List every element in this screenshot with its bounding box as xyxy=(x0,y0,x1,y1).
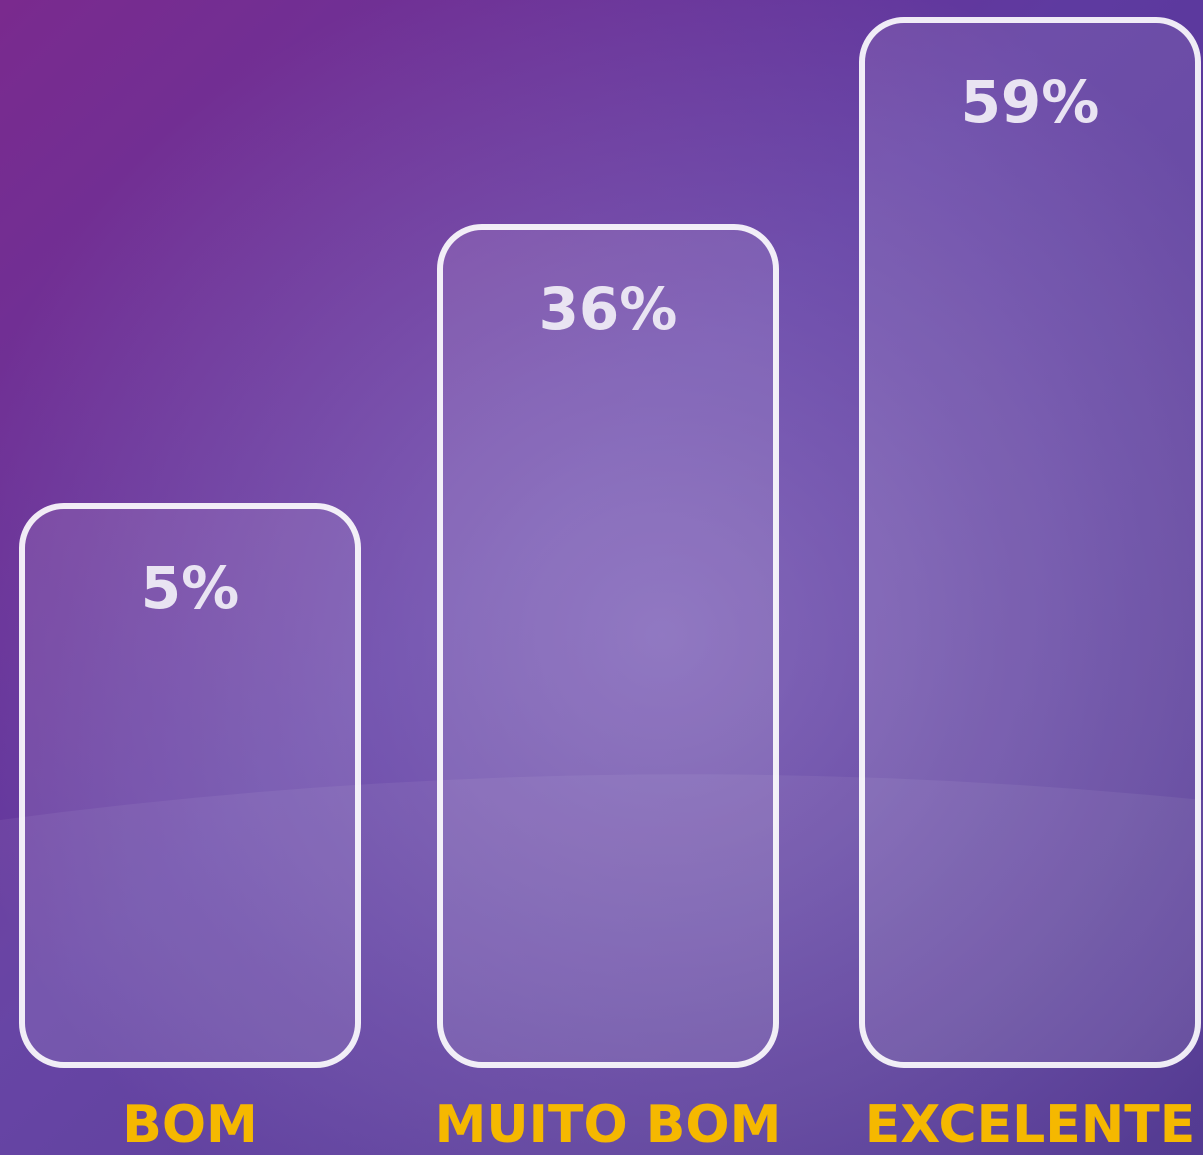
bar xyxy=(19,503,361,1068)
category-label: BOM xyxy=(122,1095,258,1155)
bars: 5% BOM 36% MUITO BOM 59% EXCELENTE xyxy=(19,17,1201,1155)
value-label: 5% xyxy=(141,554,239,622)
background-wave xyxy=(0,774,1203,1155)
category-label: EXCELENTE xyxy=(865,1095,1196,1155)
bar xyxy=(437,224,779,1068)
category-label: MUITO BOM xyxy=(435,1095,782,1155)
value-label: 36% xyxy=(539,275,678,343)
value-label: 59% xyxy=(961,68,1100,136)
bar xyxy=(859,17,1201,1068)
